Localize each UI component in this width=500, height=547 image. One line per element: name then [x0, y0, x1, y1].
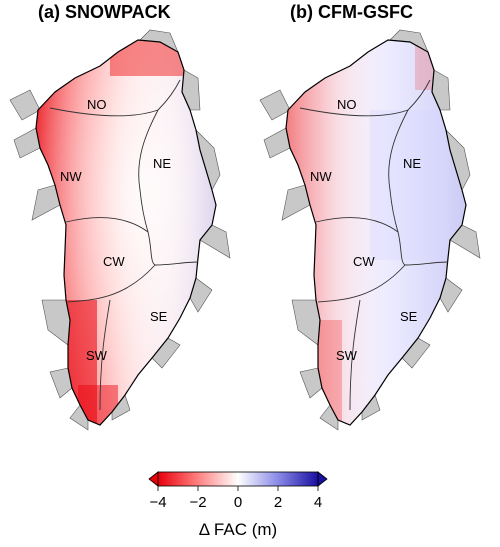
colorbar-label: Δ FAC (m)	[199, 520, 277, 539]
region-label-no-a: NO	[87, 97, 107, 112]
region-label-nw-a: NW	[60, 169, 82, 184]
colorbar-ramp	[158, 472, 318, 486]
drainage-divides-b	[299, 79, 449, 411]
region-label-sw-b: SW	[336, 348, 358, 363]
region-label-se-b: SE	[400, 309, 418, 324]
region-label-ne-b: NE	[403, 156, 421, 171]
colorbar-low-arrow	[148, 471, 159, 487]
drainage-divides-a	[49, 79, 199, 411]
region-label-sw-a: SW	[86, 348, 108, 363]
panel-b-title: (b) CFM-GSFC	[290, 2, 413, 22]
colorbar-tick-label: 2	[274, 494, 282, 511]
colorbar-high-arrow	[317, 471, 328, 487]
region-label-se-a: SE	[150, 309, 168, 324]
colorbar-tick-label: 0	[234, 494, 242, 511]
region-label-no-b: NO	[337, 97, 357, 112]
region-label-ne-a: NE	[153, 156, 171, 171]
panel-a-title: (a) SNOWPACK	[38, 2, 171, 22]
colorbar: −4 −2 0 2 4 Δ FAC (m)	[148, 471, 328, 539]
colorbar-tick-label: −4	[149, 494, 166, 511]
panel-b-map	[259, 29, 481, 431]
panel-a-map	[9, 29, 231, 431]
colorbar-tick-label: 4	[314, 494, 322, 511]
region-label-nw-b: NW	[310, 169, 332, 184]
region-label-cw-b: CW	[353, 254, 375, 269]
region-label-cw-a: CW	[103, 254, 125, 269]
colorbar-tick-label: −2	[189, 494, 206, 511]
